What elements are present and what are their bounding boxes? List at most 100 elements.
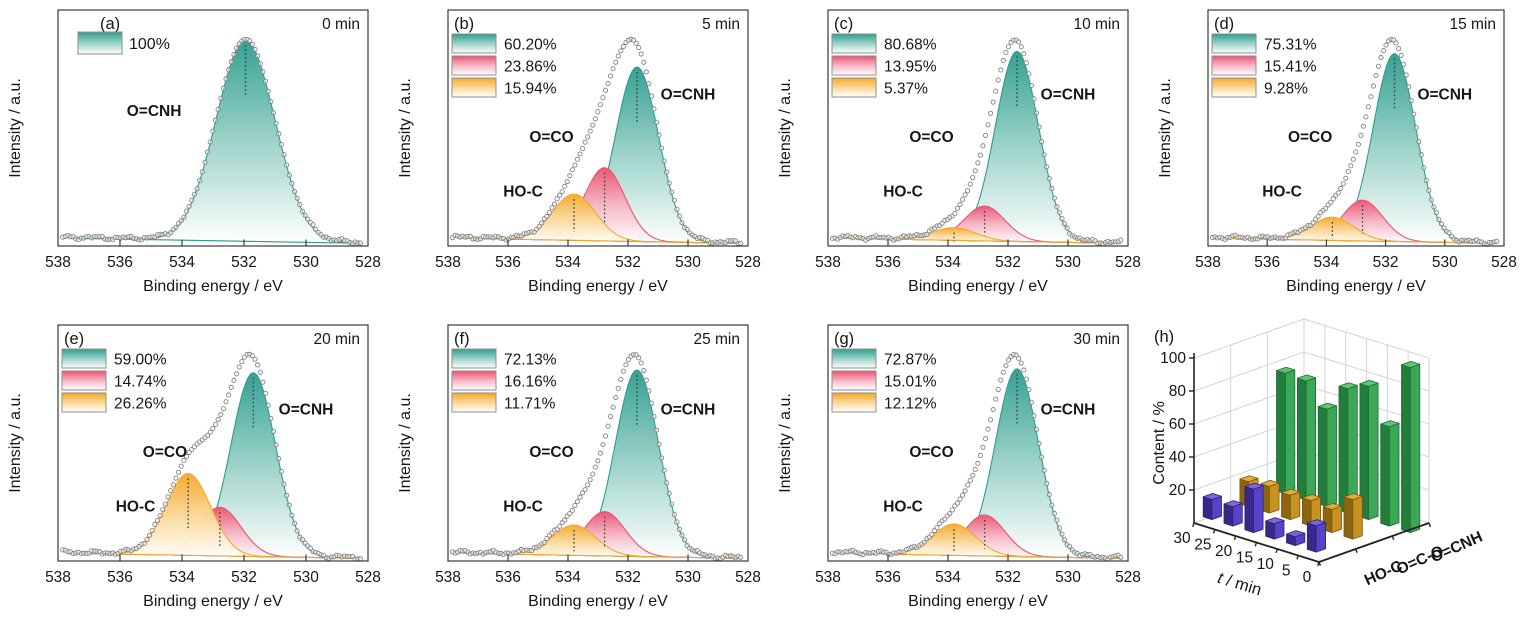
svg-text:9.28%: 9.28%: [1264, 81, 1308, 98]
svg-text:O=CO: O=CO: [529, 129, 573, 146]
svg-text:15.01%: 15.01%: [884, 374, 937, 391]
svg-text:20: 20: [1169, 482, 1187, 499]
svg-text:Intensity / a.u.: Intensity / a.u.: [1157, 78, 1174, 178]
svg-text:12.12%: 12.12%: [884, 396, 937, 413]
panel-d-spectrum-chart: 538 536 534 532 530 528 Binding energy / eV Int…: [1157, 9, 1517, 295]
svg-text:534: 534: [169, 569, 195, 586]
svg-text:532: 532: [1373, 254, 1399, 271]
svg-text:528: 528: [1115, 254, 1141, 271]
svg-text:O=CNH: O=CNH: [279, 402, 334, 419]
svg-text:Intensity / a.u.: Intensity / a.u.: [7, 393, 24, 493]
svg-text:11.71%: 11.71%: [504, 396, 556, 413]
svg-text:20 min: 20 min: [313, 331, 360, 348]
svg-text:O=CNH: O=CNH: [1041, 87, 1096, 104]
svg-text:Binding energy / eV: Binding energy / eV: [908, 278, 1048, 295]
svg-text:HO-C: HO-C: [1262, 183, 1302, 200]
svg-text:534: 534: [555, 254, 581, 271]
svg-text:26.26%: 26.26%: [114, 396, 167, 413]
svg-text:72.13%: 72.13%: [504, 352, 557, 369]
svg-text:80: 80: [1169, 383, 1187, 400]
svg-text:530: 530: [293, 254, 319, 271]
svg-text:O=CO: O=CO: [529, 444, 573, 461]
svg-text:538: 538: [815, 254, 841, 271]
svg-text:Intensity / a.u.: Intensity / a.u.: [397, 393, 414, 493]
svg-text:Intensity / a.u.: Intensity / a.u.: [7, 78, 24, 178]
svg-text:528: 528: [735, 569, 761, 586]
svg-text:Binding energy / eV: Binding energy / eV: [143, 278, 283, 295]
svg-text:538: 538: [1195, 254, 1221, 271]
svg-text:Binding energy / eV: Binding energy / eV: [528, 278, 668, 295]
panel-e-container: 538 536 534 532 530 528 Binding energy / eV Int…: [0, 315, 390, 629]
svg-text:530: 530: [293, 569, 319, 586]
svg-text:536: 536: [875, 254, 901, 271]
svg-text:528: 528: [1491, 254, 1517, 271]
panel-g-container: 538 536 534 532 530 528 Binding energy / eV Int…: [770, 315, 1150, 629]
svg-text:O=CO: O=CO: [909, 129, 953, 146]
panel-d-container: 538 536 534 532 530 528 Binding energy / eV Int…: [1150, 0, 1526, 314]
svg-text:538: 538: [45, 254, 71, 271]
svg-text:75.31%: 75.31%: [1264, 37, 1317, 54]
svg-text:100%: 100%: [129, 36, 170, 53]
svg-text:HO-C: HO-C: [883, 498, 923, 515]
svg-text:HO-C: HO-C: [116, 498, 156, 515]
svg-text:O=CO: O=CO: [143, 444, 187, 461]
svg-text:532: 532: [231, 569, 257, 586]
svg-text:532: 532: [615, 254, 641, 271]
svg-text:534: 534: [169, 254, 195, 271]
svg-text:Binding energy / eV: Binding energy / eV: [143, 593, 283, 610]
panel-h-container: 20 40 60 80 100 30 25 20 15 10 5 0 O=CNH O=C-O HO-C t /…: [1150, 315, 1526, 629]
svg-text:O=CNH: O=CNH: [1417, 87, 1472, 104]
svg-text:538: 538: [435, 254, 461, 271]
panel-a-spectrum-chart: 538 536 534 532 530 528 Binding energy / eV Int…: [7, 9, 381, 295]
svg-text:(f): (f): [454, 330, 470, 348]
svg-text:Intensity / a.u.: Intensity / a.u.: [397, 78, 414, 178]
panel-f-spectrum-chart: 538 536 534 532 530 528 Binding energy / eV Int…: [397, 324, 761, 610]
svg-text:530: 530: [675, 569, 701, 586]
svg-text:5.37%: 5.37%: [884, 81, 928, 98]
panel-c-spectrum-chart: 538 536 534 532 530 528 Binding energy / eV Int…: [777, 9, 1141, 295]
svg-text:530: 530: [1432, 254, 1458, 271]
svg-text:23.86%: 23.86%: [504, 59, 557, 76]
svg-text:HO-C: HO-C: [503, 498, 543, 515]
svg-text:15.94%: 15.94%: [504, 81, 557, 98]
svg-text:538: 538: [45, 569, 71, 586]
svg-text:534: 534: [555, 569, 581, 586]
svg-text:O=CO: O=CO: [909, 444, 953, 461]
panel-a-container: 538 536 534 532 530 528 Binding energy / eV Int…: [0, 0, 390, 314]
svg-text:60: 60: [1169, 416, 1187, 433]
svg-text:25 min: 25 min: [693, 331, 740, 348]
svg-text:30: 30: [1173, 530, 1191, 547]
svg-text:O=CNH: O=CNH: [1041, 402, 1096, 419]
svg-text:532: 532: [231, 254, 257, 271]
svg-text:(b): (b): [454, 15, 474, 33]
svg-text:72.87%: 72.87%: [884, 352, 937, 369]
svg-text:0: 0: [1303, 569, 1312, 586]
svg-text:536: 536: [495, 569, 521, 586]
svg-text:14.74%: 14.74%: [114, 374, 167, 391]
svg-text:10 min: 10 min: [1073, 16, 1120, 33]
svg-text:80.68%: 80.68%: [884, 37, 937, 54]
svg-text:10: 10: [1257, 556, 1275, 573]
svg-text:534: 534: [935, 254, 961, 271]
svg-text:16.16%: 16.16%: [504, 374, 557, 391]
svg-text:536: 536: [1254, 254, 1280, 271]
svg-text:t / min: t / min: [1215, 569, 1263, 599]
svg-text:O=CO: O=CO: [1288, 129, 1332, 146]
panel-c-container: 538 536 534 532 530 528 Binding energy / eV Int…: [770, 0, 1150, 314]
svg-text:(a): (a): [100, 15, 120, 33]
svg-text:528: 528: [355, 254, 381, 271]
svg-text:O=CNH: O=CNH: [661, 402, 716, 419]
svg-text:O=CNH: O=CNH: [661, 87, 716, 104]
svg-text:O=CNH: O=CNH: [127, 103, 182, 120]
panel-b-spectrum-chart: 538 536 534 532 530 528 Binding energy / eV Int…: [397, 9, 761, 295]
svg-text:530: 530: [1055, 569, 1081, 586]
svg-text:Intensity / a.u.: Intensity / a.u.: [777, 78, 794, 178]
svg-text:15.41%: 15.41%: [1264, 59, 1317, 76]
svg-text:536: 536: [107, 569, 133, 586]
svg-text:5: 5: [1282, 563, 1291, 580]
svg-text:20: 20: [1215, 543, 1233, 560]
svg-text:(c): (c): [834, 15, 853, 33]
panel-b-container: 538 536 534 532 530 528 Binding energy / eV Int…: [390, 0, 770, 314]
